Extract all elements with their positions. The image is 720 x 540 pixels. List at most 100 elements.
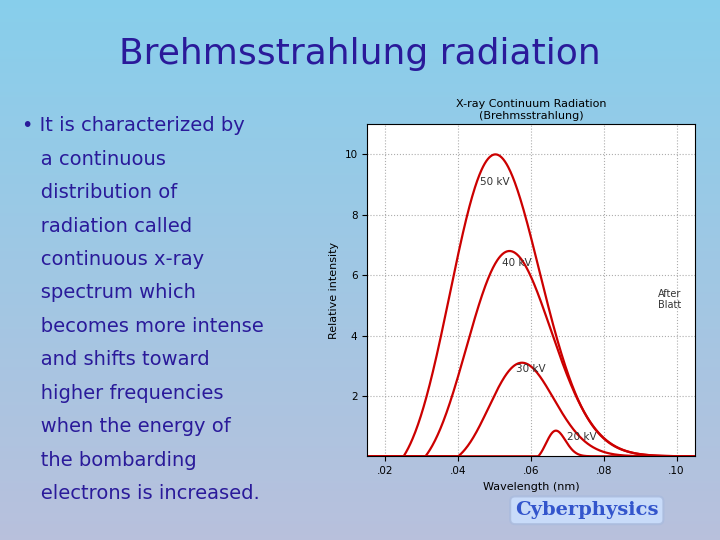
Bar xyxy=(0,408,720,410)
Bar xyxy=(0,321,720,324)
Bar xyxy=(0,154,720,157)
Bar xyxy=(0,24,720,27)
Bar xyxy=(0,302,720,305)
Text: • It is characterized by: • It is characterized by xyxy=(22,116,244,135)
Bar xyxy=(0,526,720,529)
Bar xyxy=(0,219,720,221)
Bar xyxy=(0,256,720,259)
Bar xyxy=(0,59,720,62)
Bar xyxy=(0,440,720,443)
Bar xyxy=(0,5,720,8)
Bar xyxy=(0,405,720,408)
Bar xyxy=(0,62,720,65)
Text: higher frequencies: higher frequencies xyxy=(22,384,223,403)
Text: radiation called: radiation called xyxy=(22,217,192,235)
Bar xyxy=(0,84,720,86)
Bar xyxy=(0,524,720,526)
Bar xyxy=(0,529,720,532)
Bar xyxy=(0,167,720,170)
Bar xyxy=(0,437,720,440)
Bar xyxy=(0,400,720,402)
Bar xyxy=(0,354,720,356)
Text: electrons is increased.: electrons is increased. xyxy=(22,484,259,503)
Bar xyxy=(0,22,720,24)
Bar xyxy=(0,68,720,70)
Bar xyxy=(0,397,720,400)
Bar xyxy=(0,273,720,275)
Bar xyxy=(0,435,720,437)
Bar xyxy=(0,448,720,451)
Bar xyxy=(0,105,720,108)
Bar xyxy=(0,57,720,59)
Bar xyxy=(0,100,720,103)
Bar xyxy=(0,310,720,313)
Bar xyxy=(0,162,720,165)
Bar xyxy=(0,254,720,256)
Bar xyxy=(0,159,720,162)
Bar xyxy=(0,324,720,327)
Bar xyxy=(0,192,720,194)
Bar xyxy=(0,386,720,389)
Text: a continuous: a continuous xyxy=(22,150,166,168)
Bar xyxy=(0,475,720,478)
Text: 30 kV: 30 kV xyxy=(516,364,546,374)
Bar xyxy=(0,243,720,246)
Bar xyxy=(0,389,720,392)
Bar xyxy=(0,370,720,373)
Text: 50 kV: 50 kV xyxy=(480,177,510,187)
Bar xyxy=(0,470,720,472)
Bar xyxy=(0,497,720,500)
Bar xyxy=(0,516,720,518)
Bar xyxy=(0,316,720,319)
Bar xyxy=(0,89,720,92)
Bar xyxy=(0,51,720,54)
Bar xyxy=(0,270,720,273)
Bar xyxy=(0,146,720,148)
Bar xyxy=(0,32,720,35)
Bar xyxy=(0,113,720,116)
Bar xyxy=(0,262,720,265)
Bar xyxy=(0,259,720,262)
Bar xyxy=(0,289,720,292)
Bar xyxy=(0,432,720,435)
Bar xyxy=(0,462,720,464)
Text: distribution of: distribution of xyxy=(22,183,177,202)
Bar xyxy=(0,297,720,300)
Bar xyxy=(0,267,720,270)
Bar xyxy=(0,478,720,481)
Bar xyxy=(0,176,720,178)
Bar xyxy=(0,467,720,470)
Bar xyxy=(0,157,720,159)
Bar xyxy=(0,472,720,475)
Bar xyxy=(0,351,720,354)
Bar xyxy=(0,213,720,216)
Bar xyxy=(0,81,720,84)
Bar xyxy=(0,97,720,100)
Bar xyxy=(0,502,720,505)
Bar xyxy=(0,381,720,383)
Bar xyxy=(0,132,720,135)
Bar xyxy=(0,224,720,227)
Bar xyxy=(0,122,720,124)
Bar xyxy=(0,443,720,445)
X-axis label: Wavelength (nm): Wavelength (nm) xyxy=(482,482,580,491)
Bar xyxy=(0,413,720,416)
Bar xyxy=(0,238,720,240)
Bar xyxy=(0,513,720,516)
Text: and shifts toward: and shifts toward xyxy=(22,350,210,369)
Bar xyxy=(0,14,720,16)
Bar xyxy=(0,418,720,421)
Bar xyxy=(0,459,720,462)
Bar xyxy=(0,494,720,497)
Bar xyxy=(0,124,720,127)
Bar xyxy=(0,184,720,186)
Bar xyxy=(0,230,720,232)
Bar xyxy=(0,143,720,146)
Bar xyxy=(0,216,720,219)
Bar xyxy=(0,313,720,316)
Bar xyxy=(0,202,720,205)
Bar xyxy=(0,108,720,111)
Bar xyxy=(0,235,720,238)
Bar xyxy=(0,446,720,448)
Bar xyxy=(0,19,720,22)
